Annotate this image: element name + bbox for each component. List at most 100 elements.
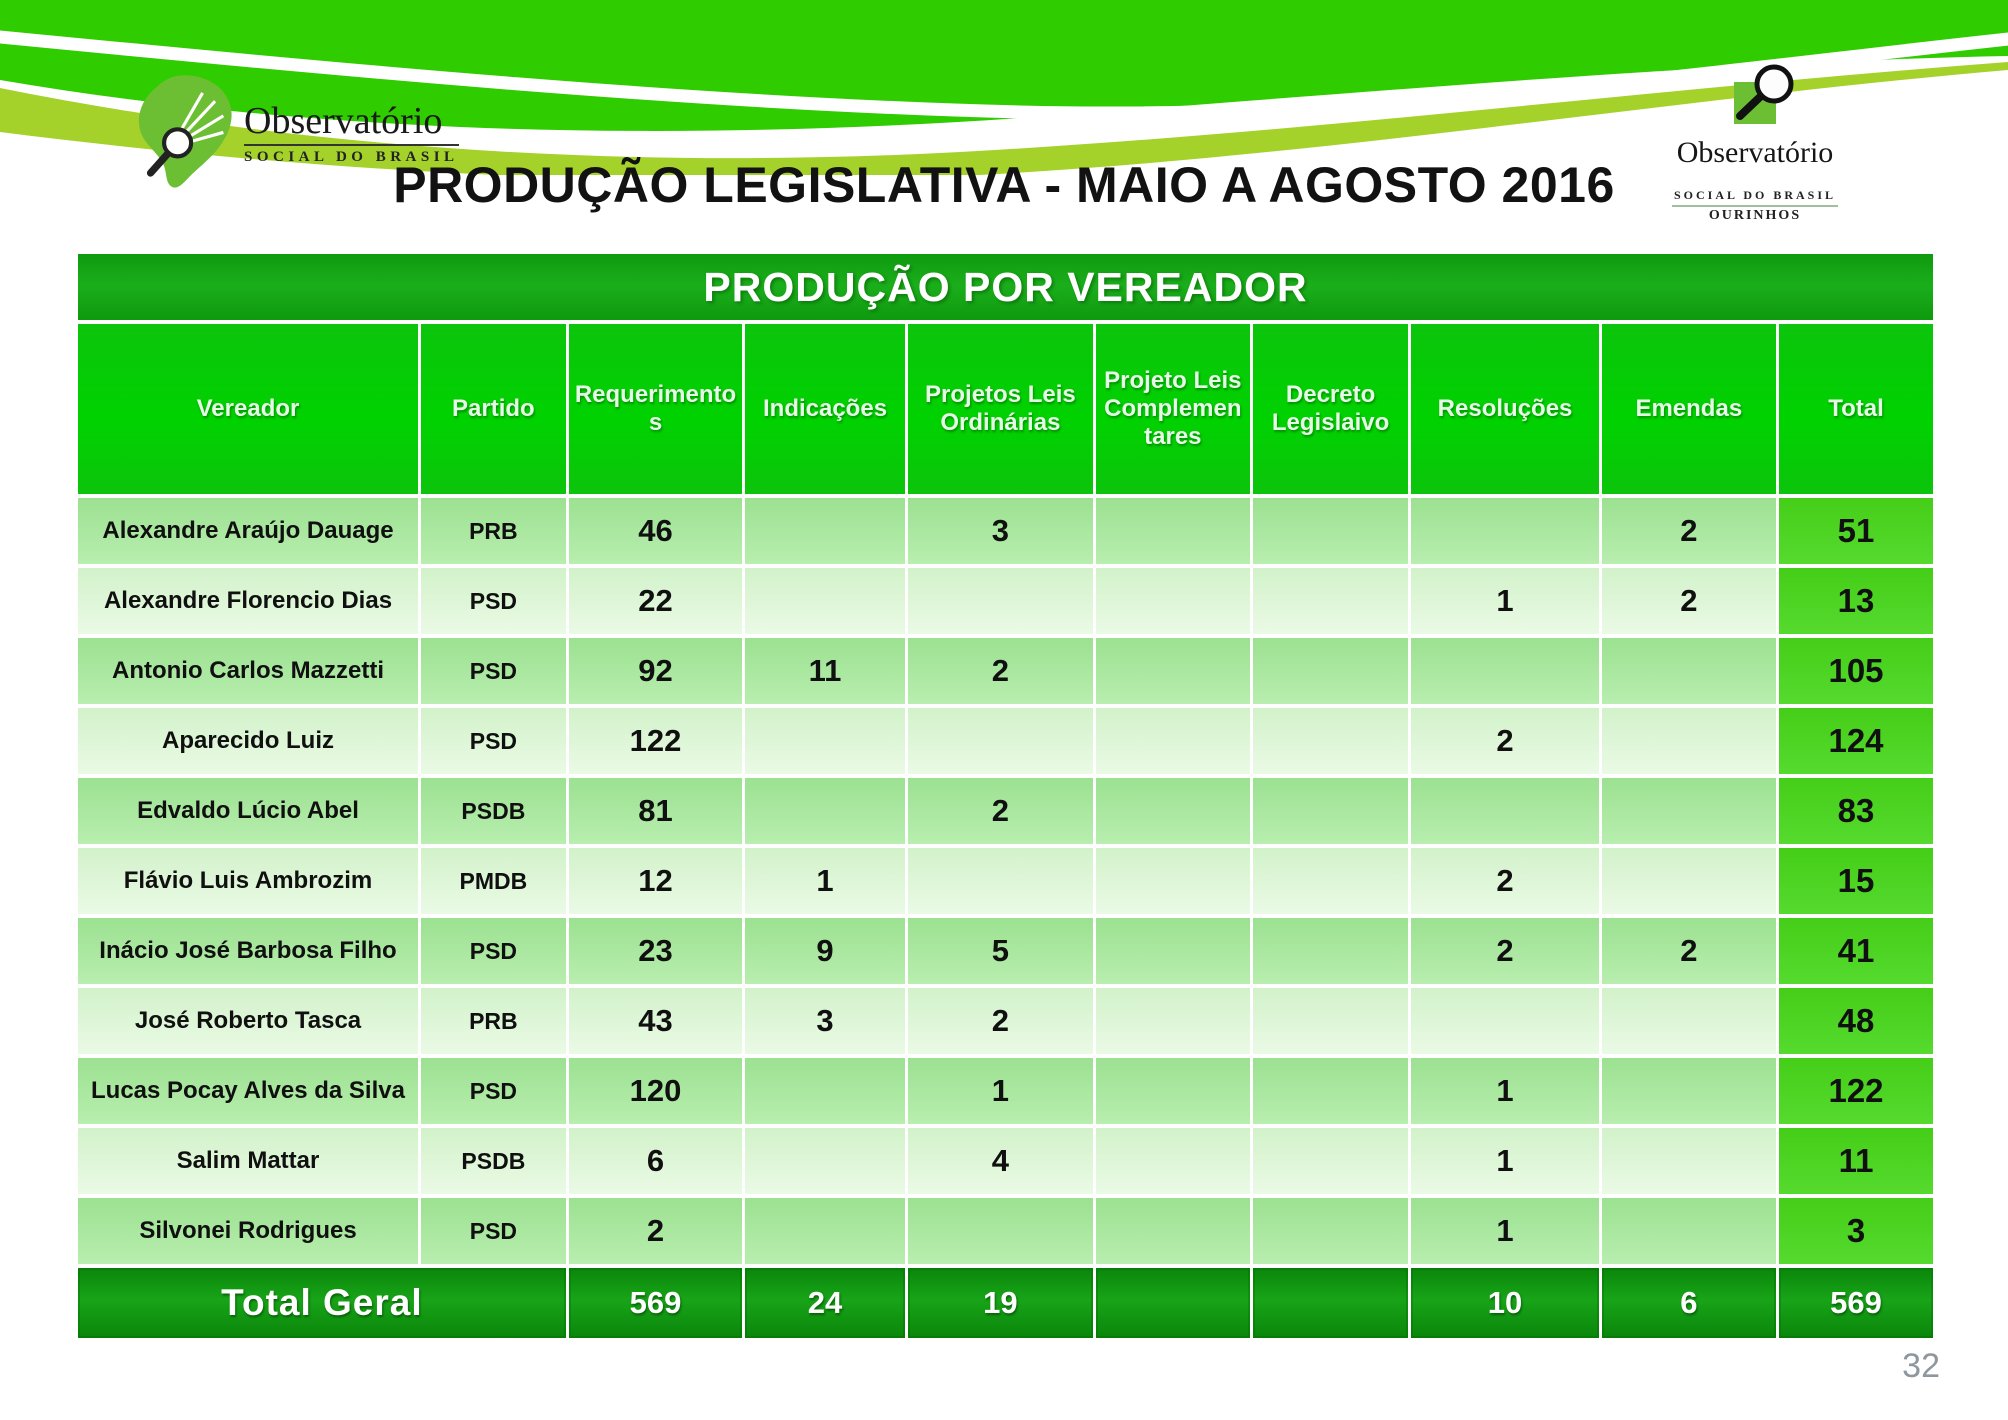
cell-partido: PSD (421, 638, 566, 704)
cell-projetos_leis_ordinarias: 4 (907, 1128, 1093, 1194)
cell-emendas: 2 (1601, 568, 1777, 634)
column-header-resolucoes: Resoluções (1411, 324, 1599, 494)
total-indicacoes: 24 (745, 1268, 905, 1338)
cell-projetos_leis_ordinarias: 2 (907, 988, 1093, 1054)
total-total: 569 (1779, 1268, 1933, 1338)
column-header-emendas: Emendas (1601, 324, 1777, 494)
cell-partido: PSD (421, 918, 566, 984)
banner-lime-swoosh (0, 62, 2008, 175)
cell-indicacoes: 9 (745, 918, 905, 984)
osb-logo-right: Observatório SOCIAL DO BRASIL OURINHOS (1620, 60, 1890, 224)
cell-requerimentos: 43 (568, 988, 743, 1054)
cell-requerimentos: 122 (568, 708, 743, 774)
column-header-requerimentos: Requerimentos (568, 324, 743, 494)
cell-indicacoes (745, 1198, 905, 1264)
cell-emendas (1601, 1198, 1777, 1264)
cell-vereador: Lucas Pocay Alves da Silva (78, 1058, 418, 1124)
cell-total: 15 (1779, 848, 1933, 914)
cell-projetos_leis_ordinarias (907, 1198, 1093, 1264)
cell-decreto_legislativo (1252, 1058, 1409, 1124)
total-row: Total Geral 569 24 19 10 6 569 (78, 1268, 1933, 1338)
cell-decreto_legislativo (1252, 778, 1409, 844)
cell-resolucoes: 2 (1411, 848, 1599, 914)
cell-decreto_legislativo (1252, 988, 1409, 1054)
cell-resolucoes (1411, 638, 1599, 704)
cell-requerimentos: 92 (568, 638, 743, 704)
cell-decreto_legislativo (1252, 638, 1409, 704)
column-header-total: Total (1779, 324, 1933, 494)
cell-projetos_leis_ordinarias: 2 (907, 778, 1093, 844)
cell-indicacoes: 11 (745, 638, 905, 704)
cell-indicacoes (745, 1128, 905, 1194)
cell-vereador: Antonio Carlos Mazzetti (78, 638, 418, 704)
table-row: Flávio Luis Ambrozim PMDB 12 1 2 15 (78, 848, 1933, 914)
cell-vereador: Salim Mattar (78, 1128, 418, 1194)
table-row: Aparecido Luiz PSD 122 2 124 (78, 708, 1933, 774)
cell-projeto_leis_complementares (1095, 848, 1250, 914)
osb-logo-right-city: OURINHOS (1708, 208, 1802, 223)
cell-partido: PSD (421, 568, 566, 634)
column-header-vereador: Vereador (78, 324, 418, 494)
cell-projetos_leis_ordinarias: 2 (907, 638, 1093, 704)
cell-vereador: Silvonei Rodrigues (78, 1198, 418, 1264)
cell-projetos_leis_ordinarias: 1 (907, 1058, 1093, 1124)
cell-vereador: Alexandre Florencio Dias (78, 568, 418, 634)
table-row: Alexandre Araújo Dauage PRB 46 3 2 51 (78, 498, 1933, 564)
banner-green-swoosh (0, 0, 2008, 131)
cell-decreto_legislativo (1252, 848, 1409, 914)
cell-requerimentos: 22 (568, 568, 743, 634)
production-table-zone: PRODUÇÃO POR VEREADOR Vereador Partido Req… (75, 254, 1936, 1342)
total-resolucoes: 10 (1411, 1268, 1599, 1338)
cell-emendas (1601, 708, 1777, 774)
header-row: Vereador Partido Requerimentos Indicações Pr… (78, 324, 1933, 494)
cell-projetos_leis_ordinarias: 5 (907, 918, 1093, 984)
table-row: Edvaldo Lúcio Abel PSDB 81 2 83 (78, 778, 1933, 844)
cell-projeto_leis_complementares (1095, 778, 1250, 844)
cell-projeto_leis_complementares (1095, 1058, 1250, 1124)
page-number: 32 (1902, 1347, 1940, 1385)
cell-emendas (1601, 848, 1777, 914)
cell-total: 41 (1779, 918, 1933, 984)
cell-partido: PSD (421, 1198, 566, 1264)
cell-partido: PRB (421, 498, 566, 564)
cell-projeto_leis_complementares (1095, 498, 1250, 564)
cell-vereador: Alexandre Araújo Dauage (78, 498, 418, 564)
cell-requerimentos: 6 (568, 1128, 743, 1194)
cell-projeto_leis_complementares (1095, 708, 1250, 774)
cell-indicacoes: 1 (745, 848, 905, 914)
cell-resolucoes (1411, 498, 1599, 564)
total-emendas: 6 (1601, 1268, 1777, 1338)
table-row: Lucas Pocay Alves da Silva PSD 120 1 1 122 (78, 1058, 1933, 1124)
cell-emendas (1601, 988, 1777, 1054)
table-body: Alexandre Araújo Dauage PRB 46 3 2 51 Alexandr… (78, 498, 1933, 1264)
column-header-indicacoes: Indicações (745, 324, 905, 494)
cell-resolucoes (1411, 778, 1599, 844)
cell-decreto_legislativo (1252, 1198, 1409, 1264)
column-header-decreto_legislativo: Decreto Legislaivo (1252, 324, 1409, 494)
cell-indicacoes (745, 498, 905, 564)
table-header: Vereador Partido Requerimentos Indicações Pr… (78, 324, 1933, 494)
cell-total: 122 (1779, 1058, 1933, 1124)
osb-logo-right-title: Observatório (1676, 136, 1834, 169)
cell-indicacoes (745, 778, 905, 844)
cell-indicacoes (745, 1058, 905, 1124)
cell-emendas (1601, 1128, 1777, 1194)
cell-requerimentos: 81 (568, 778, 743, 844)
cell-projeto_leis_complementares (1095, 1198, 1250, 1264)
cell-resolucoes: 1 (1411, 568, 1599, 634)
cell-indicacoes (745, 708, 905, 774)
osb-logo-left-title: Observatório (244, 101, 459, 146)
cell-projeto_leis_complementares (1095, 1128, 1250, 1194)
cell-resolucoes: 1 (1411, 1058, 1599, 1124)
total-requerimentos: 569 (568, 1268, 743, 1338)
total-decreto_legislativo (1252, 1268, 1409, 1338)
cell-vereador: Edvaldo Lúcio Abel (78, 778, 418, 844)
cell-total: 48 (1779, 988, 1933, 1054)
cell-decreto_legislativo (1252, 918, 1409, 984)
total-projeto_leis_complementares (1095, 1268, 1250, 1338)
cell-projeto_leis_complementares (1095, 918, 1250, 984)
table-row: Antonio Carlos Mazzetti PSD 92 11 2 105 (78, 638, 1933, 704)
cell-vereador: Flávio Luis Ambrozim (78, 848, 418, 914)
cell-requerimentos: 46 (568, 498, 743, 564)
total-projetos_leis_ordinarias: 19 (907, 1268, 1093, 1338)
